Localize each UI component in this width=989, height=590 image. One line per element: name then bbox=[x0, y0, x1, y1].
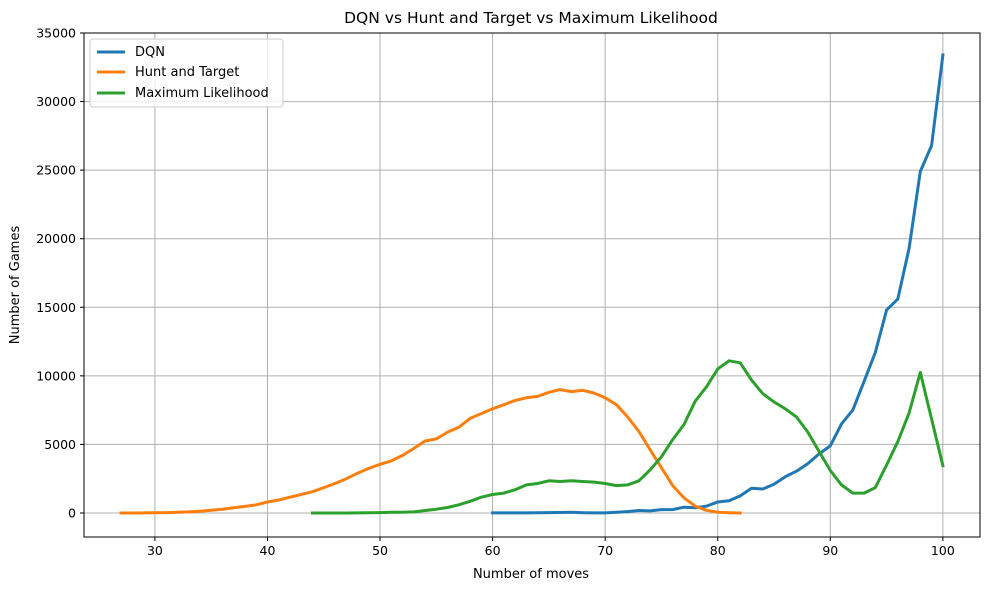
y-axis-label: Number of Games bbox=[8, 226, 23, 345]
series-line-maximum-likelihood bbox=[311, 359, 945, 515]
legend-label-hunt-and-target: Hunt and Target bbox=[135, 65, 239, 80]
plot-frame bbox=[83, 32, 981, 538]
y-tick-label: 30000 bbox=[36, 94, 76, 109]
series-line-hunt-and-target bbox=[119, 388, 742, 515]
y-tick-label: 15000 bbox=[36, 300, 76, 315]
y-tick-label: 0 bbox=[68, 506, 76, 521]
legend-label-maximum-likelihood: Maximum Likelihood bbox=[135, 86, 269, 101]
y-tick-label: 5000 bbox=[44, 437, 76, 452]
x-tick-label: 100 bbox=[931, 543, 955, 558]
y-tick-label: 10000 bbox=[36, 368, 76, 383]
x-tick-label: 90 bbox=[822, 543, 838, 558]
y-tick-label: 20000 bbox=[36, 231, 76, 246]
x-tick-label: 80 bbox=[710, 543, 726, 558]
axis-ticks: 30 40 50 60 70 80 90 100 0 5000 10000 15000 20000 250… bbox=[36, 26, 955, 559]
x-tick-label: 30 bbox=[147, 543, 163, 558]
y-tick-label: 35000 bbox=[36, 26, 76, 41]
legend-box bbox=[89, 38, 284, 108]
x-tick-label: 50 bbox=[372, 543, 388, 558]
x-tick-label: 40 bbox=[260, 543, 276, 558]
chart-title: DQN vs Hunt and Target vs Maximum Likeli… bbox=[344, 9, 718, 27]
x-tick-label: 60 bbox=[485, 543, 501, 558]
legend: DQN Hunt and Target Maximum Likelihood bbox=[89, 38, 284, 108]
x-tick-label: 70 bbox=[597, 543, 613, 558]
series-line-dqn bbox=[491, 53, 945, 515]
y-tick-label: 25000 bbox=[36, 163, 76, 178]
legend-label-dqn: DQN bbox=[135, 45, 165, 60]
series-layer bbox=[119, 53, 945, 515]
x-axis-label: Number of moves bbox=[473, 567, 589, 582]
